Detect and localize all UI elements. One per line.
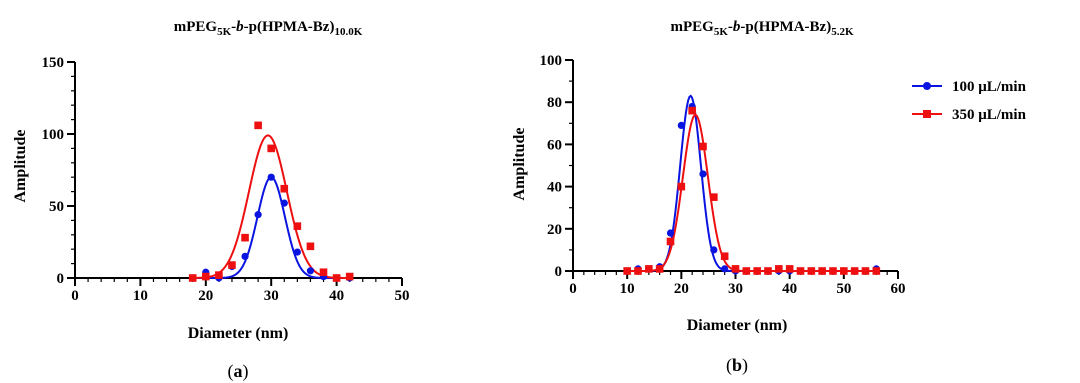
fit-curve-series-2	[192, 134, 350, 279]
y-tick-label: 150	[42, 55, 65, 71]
data-point-circle	[254, 211, 262, 219]
data-point-square	[655, 265, 664, 273]
data-point-square	[677, 182, 686, 191]
data-point-circle	[280, 199, 288, 207]
data-point-square	[188, 274, 197, 282]
x-tick-label: 40	[329, 288, 344, 304]
data-point-square	[666, 237, 675, 246]
x-tick-label: 50	[836, 281, 851, 297]
fit-curve-series-2	[627, 113, 877, 272]
data-point-circle	[721, 265, 729, 273]
x-tick-label: 60	[891, 281, 906, 297]
x-tick-label: 20	[674, 281, 689, 297]
x-tick-label: 0	[569, 281, 577, 297]
data-point-square	[623, 267, 631, 275]
y-tick-label: 100	[42, 127, 65, 143]
data-point-square	[241, 233, 249, 242]
y-tick-label: 100	[540, 53, 563, 69]
legend-marker-square	[923, 110, 931, 118]
data-point-square	[872, 267, 881, 275]
x-tick-label: 10	[133, 288, 148, 304]
legend-marker-circle	[923, 82, 931, 90]
y-tick-label: 50	[49, 199, 64, 215]
x-tick-label: 40	[782, 281, 797, 297]
chart-b-caption: (b)	[726, 355, 748, 376]
data-point-square	[796, 267, 805, 275]
data-point-circle	[677, 121, 685, 130]
y-tick-label: 40	[547, 180, 562, 196]
chart-b-title: mPEG5K-b-p(HPMA-Bz)5.2K	[670, 19, 853, 38]
data-point-circle	[306, 267, 315, 275]
chart-b-fit-curves	[627, 94, 877, 272]
data-point-circle	[710, 246, 718, 254]
chart-a-title: mPEG5K-b-p(HPMA-Bz)10.0K	[174, 19, 363, 38]
chart-a-fit-curves	[192, 134, 350, 279]
y-tick-label: 60	[547, 137, 562, 153]
chart-b-ylabel: Amplitude	[511, 128, 528, 201]
data-point-circle	[293, 248, 301, 256]
chart-panel-b: mPEG5K-b-p(HPMA-Bz)5.2K Amplitude Diamet…	[511, 19, 1027, 376]
chart-a-caption: (a)	[228, 361, 249, 382]
data-point-square	[215, 271, 223, 279]
data-point-square	[699, 142, 707, 151]
data-point-square	[280, 184, 289, 193]
data-point-square	[720, 252, 729, 261]
x-tick-label: 0	[71, 288, 79, 304]
fit-curve-series-1	[192, 176, 350, 279]
data-point-square	[332, 274, 341, 282]
data-point-circle	[241, 252, 249, 260]
data-point-square	[634, 267, 642, 275]
data-point-square	[829, 267, 837, 275]
data-point-square	[818, 267, 826, 275]
fit-curve-series-1	[627, 94, 877, 272]
data-point-circle	[666, 229, 675, 237]
data-point-square	[742, 267, 751, 275]
chart-b-xlabel: Diameter (nm)	[687, 317, 788, 334]
data-point-square	[688, 106, 696, 115]
data-point-circle	[699, 170, 707, 178]
y-tick-label: 0	[57, 271, 65, 287]
data-point-circle	[267, 173, 275, 181]
y-tick-label: 0	[555, 264, 563, 280]
data-point-square	[645, 265, 653, 273]
chart-b-axes: 0 10 20 30 40 50 60 0 20 40 60 80 100	[540, 53, 906, 297]
x-tick-label: 30	[728, 281, 743, 297]
data-point-square	[345, 272, 354, 281]
x-tick-label: 10	[620, 281, 635, 297]
data-point-square	[267, 144, 275, 153]
data-point-square	[850, 267, 859, 275]
chart-panel-a: mPEG5K-b-p(HPMA-Bz)10.0K Amplitude Diame…	[12, 19, 410, 382]
x-tick-label: 20	[198, 288, 213, 304]
data-point-square	[731, 265, 740, 273]
data-point-square	[228, 261, 236, 269]
data-point-square	[319, 268, 328, 277]
data-point-square	[861, 267, 870, 275]
data-point-square	[306, 242, 315, 251]
chart-a-xlabel: Diameter (nm)	[188, 325, 289, 342]
data-point-square	[785, 265, 794, 273]
y-tick-label: 80	[547, 95, 562, 111]
data-point-square	[254, 121, 262, 130]
data-point-square	[764, 267, 772, 275]
data-point-square	[840, 267, 848, 275]
data-point-square	[710, 193, 718, 201]
data-point-square	[807, 267, 816, 275]
chart-b-points	[623, 102, 881, 275]
chart-a-ylabel: Amplitude	[12, 130, 29, 203]
data-point-square	[293, 222, 302, 230]
data-point-square	[775, 265, 783, 273]
legend-label: 100 μL/min	[952, 79, 1027, 95]
x-tick-label: 30	[264, 288, 279, 304]
chart-a-points	[188, 121, 354, 282]
y-tick-label: 20	[547, 222, 562, 238]
data-point-square	[202, 272, 210, 281]
data-point-square	[753, 267, 761, 275]
chart-b-legend: 100 μL/min 350 μL/min	[912, 79, 1027, 123]
x-tick-label: 50	[395, 288, 410, 304]
legend-label: 350 μL/min	[952, 107, 1027, 123]
